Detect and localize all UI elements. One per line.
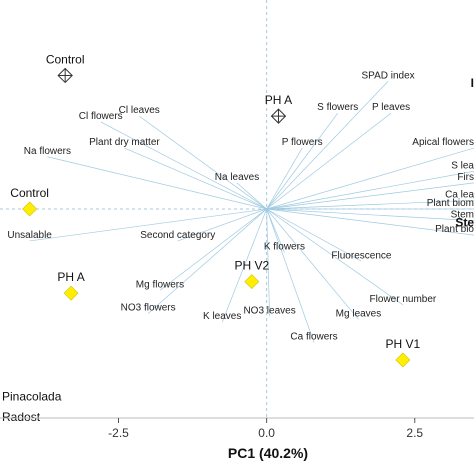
loading-label: Cl flowers [79, 111, 123, 122]
loading-vector [221, 208, 267, 323]
loading-vector [266, 208, 474, 236]
score-marker-diamond [395, 352, 411, 368]
loading-label: SPAD index [361, 70, 414, 81]
x-axis: -2.5 0.0 2.5 [0, 417, 474, 440]
loading-label: P leaves [372, 102, 410, 113]
loading-vector [266, 147, 303, 210]
loading-vector [266, 147, 474, 210]
loading-label: NO3 leaves [243, 305, 295, 316]
x-tick-label: 2.5 [406, 426, 423, 440]
score-labels: Control PH A PH V2 PH V1 Control PH A [10, 52, 420, 350]
loading-vector [266, 208, 315, 343]
loading-vector [124, 147, 267, 210]
loading-vector [177, 208, 267, 242]
loading-vector [266, 112, 339, 210]
loading-label: Plant bio [435, 224, 474, 235]
x-axis-title: PC1 (40.2%) [228, 445, 308, 461]
x-tick-label: -2.5 [108, 426, 129, 440]
loading-label: K leaves [203, 311, 241, 322]
score-label: PH A [265, 93, 292, 107]
zero-lines [0, 0, 474, 418]
score-marker-diamond [63, 285, 79, 301]
legend-labels: Pinacolada Radost I Ste [2, 76, 474, 424]
loading-label: Na flowers [24, 146, 71, 157]
loading-vector [266, 208, 359, 320]
loading-label: Mg leaves [336, 308, 382, 319]
x-tick-label: 0.0 [258, 426, 275, 440]
loading-label: Flower number [370, 294, 437, 305]
score-label: PH V2 [234, 259, 269, 273]
score-label: PH A [57, 270, 84, 284]
loading-vector [266, 199, 474, 210]
loading-label: K flowers [264, 242, 305, 253]
loading-vector [139, 115, 267, 210]
score-label: Control [46, 52, 85, 66]
loading-label: Na leaves [215, 172, 259, 183]
loading-vector [147, 208, 267, 314]
score-marker-diamond [22, 201, 38, 217]
loading-vector [236, 182, 267, 210]
loading-label: Cl leaves [119, 105, 160, 116]
loading-vector [100, 121, 267, 210]
loading-label: Ca flowers [290, 332, 337, 343]
loading-vector [266, 170, 474, 210]
loading-label: Plant dry matter [89, 137, 160, 148]
loading-label: Firs [457, 172, 474, 183]
loading-vector [266, 208, 285, 253]
loading-vector [29, 208, 267, 242]
legend-label: Pinacolada [2, 390, 62, 404]
loading-label: NO3 flowers [121, 303, 176, 314]
loading-label: S lea [451, 160, 474, 171]
loading-vector [266, 112, 392, 210]
loading-vector [266, 208, 474, 221]
edge-label: I [471, 76, 474, 90]
loading-vector [266, 208, 362, 262]
loading-label: Mg flowers [136, 279, 184, 290]
score-marker-diamond [244, 274, 260, 289]
edge-label: Ste [455, 215, 474, 229]
loading-label: Fluorescence [331, 250, 391, 261]
loading-vectors [29, 81, 474, 343]
legend-label: Radost [2, 410, 41, 424]
loading-vector [47, 156, 267, 210]
score-label: Control [10, 186, 49, 200]
loading-label: Unsalable [7, 230, 52, 241]
loading-label: Stem [451, 210, 474, 221]
loading-label: S flowers [317, 102, 358, 113]
loading-label: Second category [140, 230, 215, 241]
loading-vector [266, 81, 389, 210]
loading-label: P flowers [282, 137, 323, 148]
loading-vector [159, 208, 267, 291]
loading-vector [266, 208, 404, 306]
loading-label: Ca lea [445, 189, 474, 200]
loading-label: Apical flowers [412, 137, 474, 148]
loading-vector [266, 208, 270, 317]
score-label: PH V1 [386, 337, 421, 351]
loading-label: Plant biom [427, 198, 474, 209]
loading-vector [266, 182, 474, 210]
score-markers [22, 67, 411, 368]
